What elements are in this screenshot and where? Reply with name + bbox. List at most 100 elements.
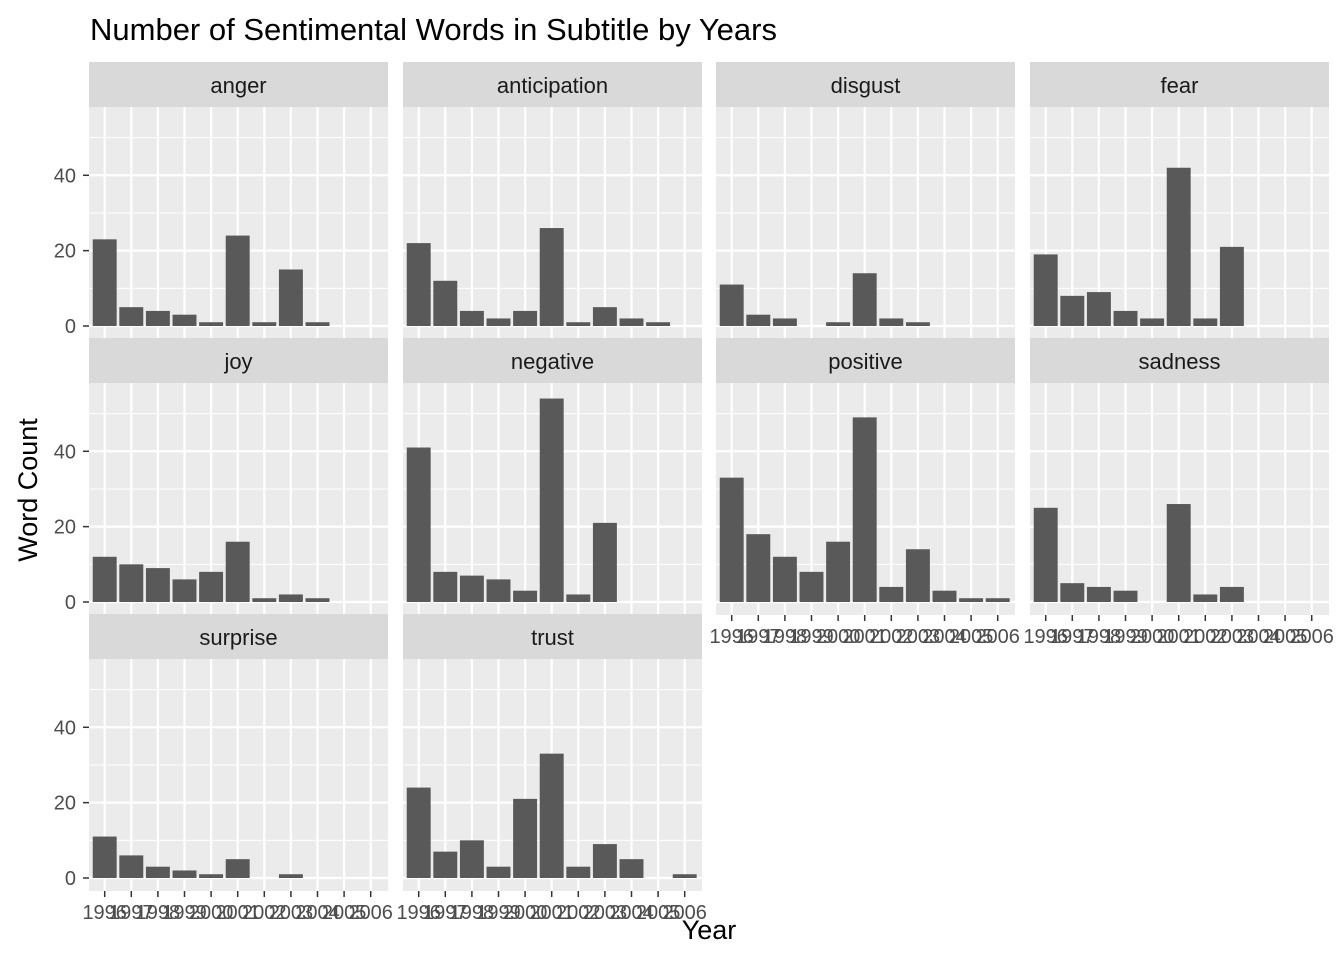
bar-joy-2001 — [225, 541, 250, 602]
x-tick-label: 1997 — [423, 902, 468, 924]
facet-panel-anticipation: anticipation — [403, 62, 702, 339]
bar-anticipation-2003 — [592, 307, 617, 326]
bar-surprise-1997 — [119, 855, 144, 878]
bar-anger-1997 — [119, 307, 144, 326]
bar-anticipation-1998 — [459, 310, 484, 326]
bar-anticipation-2004 — [619, 318, 644, 326]
bar-surprise-1996 — [92, 836, 117, 878]
bar-sadness-1997 — [1060, 583, 1085, 602]
bar-fear-1999 — [1113, 310, 1138, 326]
bar-anger-2000 — [199, 322, 224, 326]
facet-strip — [403, 614, 702, 659]
facet-panel-sadness: sadness199619971998199920002001200220032… — [1023, 338, 1334, 648]
bar-fear-2003 — [1219, 246, 1244, 326]
facet-strip — [1030, 62, 1329, 107]
bar-negative-2003 — [592, 522, 617, 602]
bar-positive-2005 — [959, 598, 984, 602]
facet-strip-label: surprise — [199, 625, 277, 650]
x-tick-label: 2004 — [1236, 626, 1281, 648]
x-tick-label: 2006 — [1289, 626, 1334, 648]
bar-fear-1998 — [1086, 292, 1111, 326]
x-tick-label: 1997 — [109, 902, 154, 924]
facet-strip — [403, 338, 702, 383]
bar-sadness-1999 — [1113, 590, 1138, 602]
facet-panel-fear: fear — [1030, 62, 1329, 339]
x-tick-label: 2004 — [295, 902, 340, 924]
x-tick-label: 2004 — [609, 902, 654, 924]
bar-joy-2000 — [199, 571, 224, 602]
bar-trust-1998 — [459, 840, 484, 878]
bar-fear-1997 — [1060, 295, 1085, 326]
bar-anticipation-1996 — [406, 243, 431, 326]
bar-joy-1998 — [145, 568, 170, 602]
bar-surprise-2000 — [199, 874, 224, 878]
bar-disgust-2000 — [826, 322, 851, 326]
bar-disgust-1998 — [772, 318, 797, 326]
bar-sadness-1998 — [1086, 586, 1111, 602]
y-tick-label: 0 — [65, 592, 76, 614]
bar-anger-2003 — [278, 269, 303, 326]
y-tick-label: 40 — [54, 441, 76, 463]
y-tick-label: 40 — [54, 717, 76, 739]
facet-panels: anger 0 20 40 anticipation disgust fear joy 0 20 4… — [54, 62, 1334, 924]
x-tick-label: 2002 — [556, 902, 601, 924]
facet-strip — [716, 338, 1015, 383]
bar-surprise-2001 — [225, 859, 250, 878]
bar-positive-2006 — [985, 598, 1010, 602]
x-tick-label: 2005 — [1263, 626, 1308, 648]
facet-panel-joy: joy 0 20 40 — [54, 338, 388, 615]
bar-anger-2004 — [305, 322, 330, 326]
x-tick-label: 1998 — [136, 902, 181, 924]
x-tick-label: 1996 — [82, 902, 127, 924]
x-tick-label: 2001 — [1156, 626, 1201, 648]
x-tick-label: 1999 — [789, 626, 834, 648]
bar-anticipation-1999 — [486, 318, 511, 326]
y-tick-label: 20 — [54, 517, 76, 539]
bar-negative-1998 — [459, 575, 484, 602]
bar-negative-2000 — [513, 590, 538, 602]
facet-strip — [403, 62, 702, 107]
facet-panel-trust: trust19961997199819992000200120022003200… — [396, 614, 707, 924]
facet-panel-anger: anger 0 20 40 — [54, 62, 388, 339]
x-tick-label: 2003 — [269, 902, 314, 924]
bar-joy-1999 — [172, 579, 197, 602]
x-tick-label: 1996 — [709, 626, 754, 648]
x-tick-label: 2001 — [529, 902, 574, 924]
x-tick-label: 1999 — [476, 902, 521, 924]
x-tick-label: 1998 — [1077, 626, 1122, 648]
bar-disgust-2001 — [852, 273, 877, 326]
bar-positive-1999 — [799, 571, 824, 602]
bar-sadness-1996 — [1033, 507, 1058, 602]
bar-anticipation-1997 — [433, 280, 458, 326]
bar-trust-2003 — [592, 844, 617, 878]
bar-positive-2001 — [852, 417, 877, 602]
facet-strip-label: negative — [511, 349, 594, 374]
bar-negative-1997 — [433, 571, 458, 602]
bar-positive-1996 — [719, 477, 744, 602]
facet-strip — [89, 614, 388, 659]
bar-joy-1996 — [92, 556, 117, 602]
bar-anger-1998 — [145, 310, 170, 326]
facet-strip — [716, 62, 1015, 107]
x-tick-label: 2002 — [869, 626, 914, 648]
facet-strip — [89, 338, 388, 383]
bar-sadness-2001 — [1166, 504, 1191, 602]
bar-positive-1997 — [746, 534, 771, 602]
y-tick-label: 20 — [54, 241, 76, 263]
bar-joy-2004 — [305, 598, 330, 602]
x-tick-label: 2005 — [949, 626, 994, 648]
x-tick-label: 2005 — [322, 902, 367, 924]
bar-trust-1999 — [486, 866, 511, 878]
y-axis-label: Word Count — [13, 418, 43, 562]
facet-panel-disgust: disgust — [716, 62, 1015, 339]
bar-joy-2003 — [278, 594, 303, 602]
bar-sadness-2002 — [1193, 594, 1218, 602]
x-tick-label: 1997 — [1050, 626, 1095, 648]
bar-anticipation-2001 — [539, 228, 564, 326]
bar-positive-2003 — [905, 549, 930, 602]
x-tick-label: 2002 — [242, 902, 287, 924]
x-tick-label: 2001 — [842, 626, 887, 648]
facet-panel-positive: positive 19961997199819992000200120022003… — [709, 338, 1020, 648]
x-tick-label: 2000 — [1130, 626, 1175, 648]
bar-negative-1996 — [406, 447, 431, 602]
